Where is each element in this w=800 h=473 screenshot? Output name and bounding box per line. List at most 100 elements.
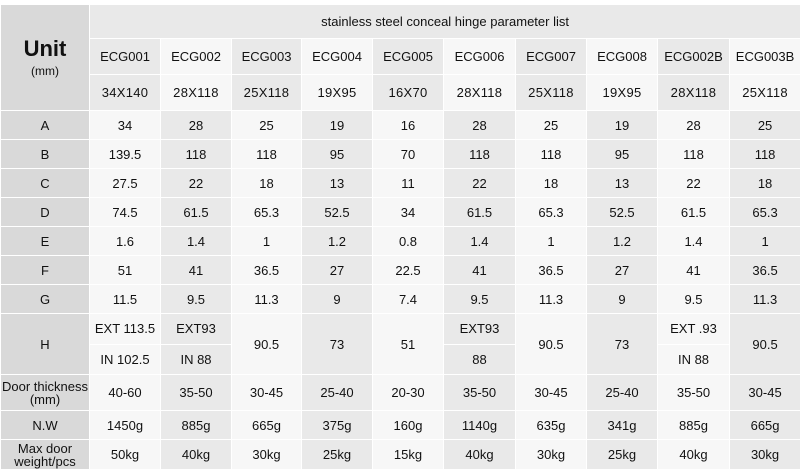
value-cell: 95	[301, 139, 373, 169]
value-cell: 118	[515, 139, 587, 169]
value-cell: 11.3	[728, 284, 800, 314]
model-cell: ECG006	[443, 38, 516, 75]
value-cell: 885g	[657, 410, 730, 440]
value-cell: 74.5	[89, 197, 161, 227]
value-cell: EXT .93 IN 88	[657, 313, 730, 375]
in-value: IN 102.5	[100, 351, 150, 367]
unit-title: Unit	[23, 35, 67, 61]
value-cell: 1.4	[657, 226, 730, 256]
model-cell: ECG008	[586, 38, 658, 75]
value-cell: 36.5	[515, 255, 587, 285]
value-cell: 1	[728, 226, 800, 256]
value-cell: 30-45	[231, 374, 302, 411]
value-cell: 20-30	[372, 374, 444, 411]
value-cell: 11.3	[231, 284, 302, 314]
model-cell: ECG005	[372, 38, 444, 75]
row-label: G	[0, 284, 90, 314]
table-title: stainless steel conceal hinge parameter …	[88, 4, 800, 39]
ext-value: EXT 113.5	[90, 315, 160, 345]
value-cell: 375g	[301, 410, 373, 440]
table-row-max-door: Max door weight/pcs 50kg 40kg 30kg 25kg 15kg 40…	[0, 439, 800, 470]
door-thickness-label: Door thickness (mm)	[0, 374, 90, 411]
value-cell: 11	[372, 168, 444, 198]
ext-value: EXT .93	[658, 315, 729, 345]
value-cell: 11.5	[89, 284, 161, 314]
door-thickness-label-line2: (mm)	[29, 391, 61, 407]
value-cell: 30kg	[728, 439, 800, 470]
value-cell: EXT93 IN 88	[160, 313, 232, 375]
value-cell: 25kg	[586, 439, 658, 470]
value-cell: 40kg	[160, 439, 232, 470]
hinge-parameter-table: Unit (mm) stainless steel conceal hinge …	[0, 4, 800, 470]
value-cell: EXT93 88	[443, 313, 516, 375]
value-cell: 341g	[586, 410, 658, 440]
value-cell: 18	[515, 168, 587, 198]
value-cell: 30kg	[231, 439, 302, 470]
value-cell: 65.3	[728, 197, 800, 227]
value-cell: 118	[443, 139, 516, 169]
value-cell: 95	[586, 139, 658, 169]
value-cell: 28	[443, 110, 516, 140]
value-cell: 1	[231, 226, 302, 256]
value-cell: 65.3	[515, 197, 587, 227]
row-label: H	[0, 313, 90, 375]
value-cell: 27	[586, 255, 658, 285]
table-row: D 74.5 61.5 65.3 52.5 34 61.5 65.3 52.5 61.5 65.3	[0, 197, 800, 227]
value-cell: 51	[372, 313, 444, 375]
size-row: 34X140 28X118 25X118 19X95 16X70 28X118 25X118…	[1, 74, 800, 111]
in-value: IN 88	[677, 351, 710, 367]
value-cell: 635g	[515, 410, 587, 440]
unit-header-cell: Unit (mm)	[0, 4, 90, 111]
size-cell: 28X118	[443, 74, 516, 111]
value-cell: 51	[89, 255, 161, 285]
value-cell: 52.5	[586, 197, 658, 227]
value-cell: 7.4	[372, 284, 444, 314]
value-cell: 35-50	[657, 374, 730, 411]
model-cell: ECG003	[231, 38, 302, 75]
value-cell: 118	[657, 139, 730, 169]
door-thickness-label-line1: Door thickness	[2, 378, 88, 394]
value-cell: 25kg	[301, 439, 373, 470]
ext-value: EXT93	[444, 315, 515, 345]
value-cell: 35-50	[443, 374, 516, 411]
size-cell: 28X118	[160, 74, 232, 111]
model-cell: ECG003B	[728, 38, 800, 75]
value-cell: 41	[657, 255, 730, 285]
value-cell: 61.5	[160, 197, 232, 227]
value-cell: 18	[231, 168, 302, 198]
value-cell: 65.3	[231, 197, 302, 227]
nw-label: N.W	[0, 410, 90, 440]
table-row-h: H EXT 113.5 IN 102.5 EXT93 IN 88 90.5 73 51 EXT9…	[0, 313, 800, 375]
value-cell: 118	[728, 139, 800, 169]
value-cell: 22	[160, 168, 232, 198]
value-cell: 25	[515, 110, 587, 140]
table-row: B 139.5 118 118 95 70 118 118 95 118 118	[0, 139, 800, 169]
value-cell: 19	[586, 110, 658, 140]
value-cell: 1.4	[443, 226, 516, 256]
value-cell: 9	[586, 284, 658, 314]
value-cell: 160g	[372, 410, 444, 440]
size-cell: 16X70	[372, 74, 444, 111]
value-cell: EXT 113.5 IN 102.5	[89, 313, 161, 375]
max-door-label-line1: Max door	[17, 440, 73, 456]
value-cell: 25	[231, 110, 302, 140]
value-cell: 11.3	[515, 284, 587, 314]
size-cell: 19X95	[301, 74, 373, 111]
value-cell: 27.5	[89, 168, 161, 198]
size-cell: 25X118	[231, 74, 302, 111]
value-cell: 41	[443, 255, 516, 285]
value-cell: 28	[160, 110, 232, 140]
row-label: A	[0, 110, 90, 140]
value-cell: 19	[301, 110, 373, 140]
row-label: D	[0, 197, 90, 227]
row-label: F	[0, 255, 90, 285]
value-cell: 1.6	[89, 226, 161, 256]
value-cell: 73	[301, 313, 373, 375]
value-cell: 25-40	[586, 374, 658, 411]
value-cell: 22	[443, 168, 516, 198]
value-cell: 28	[657, 110, 730, 140]
model-cell: ECG007	[515, 38, 587, 75]
value-cell: 1.4	[160, 226, 232, 256]
value-cell: 9.5	[657, 284, 730, 314]
value-cell: 30-45	[728, 374, 800, 411]
